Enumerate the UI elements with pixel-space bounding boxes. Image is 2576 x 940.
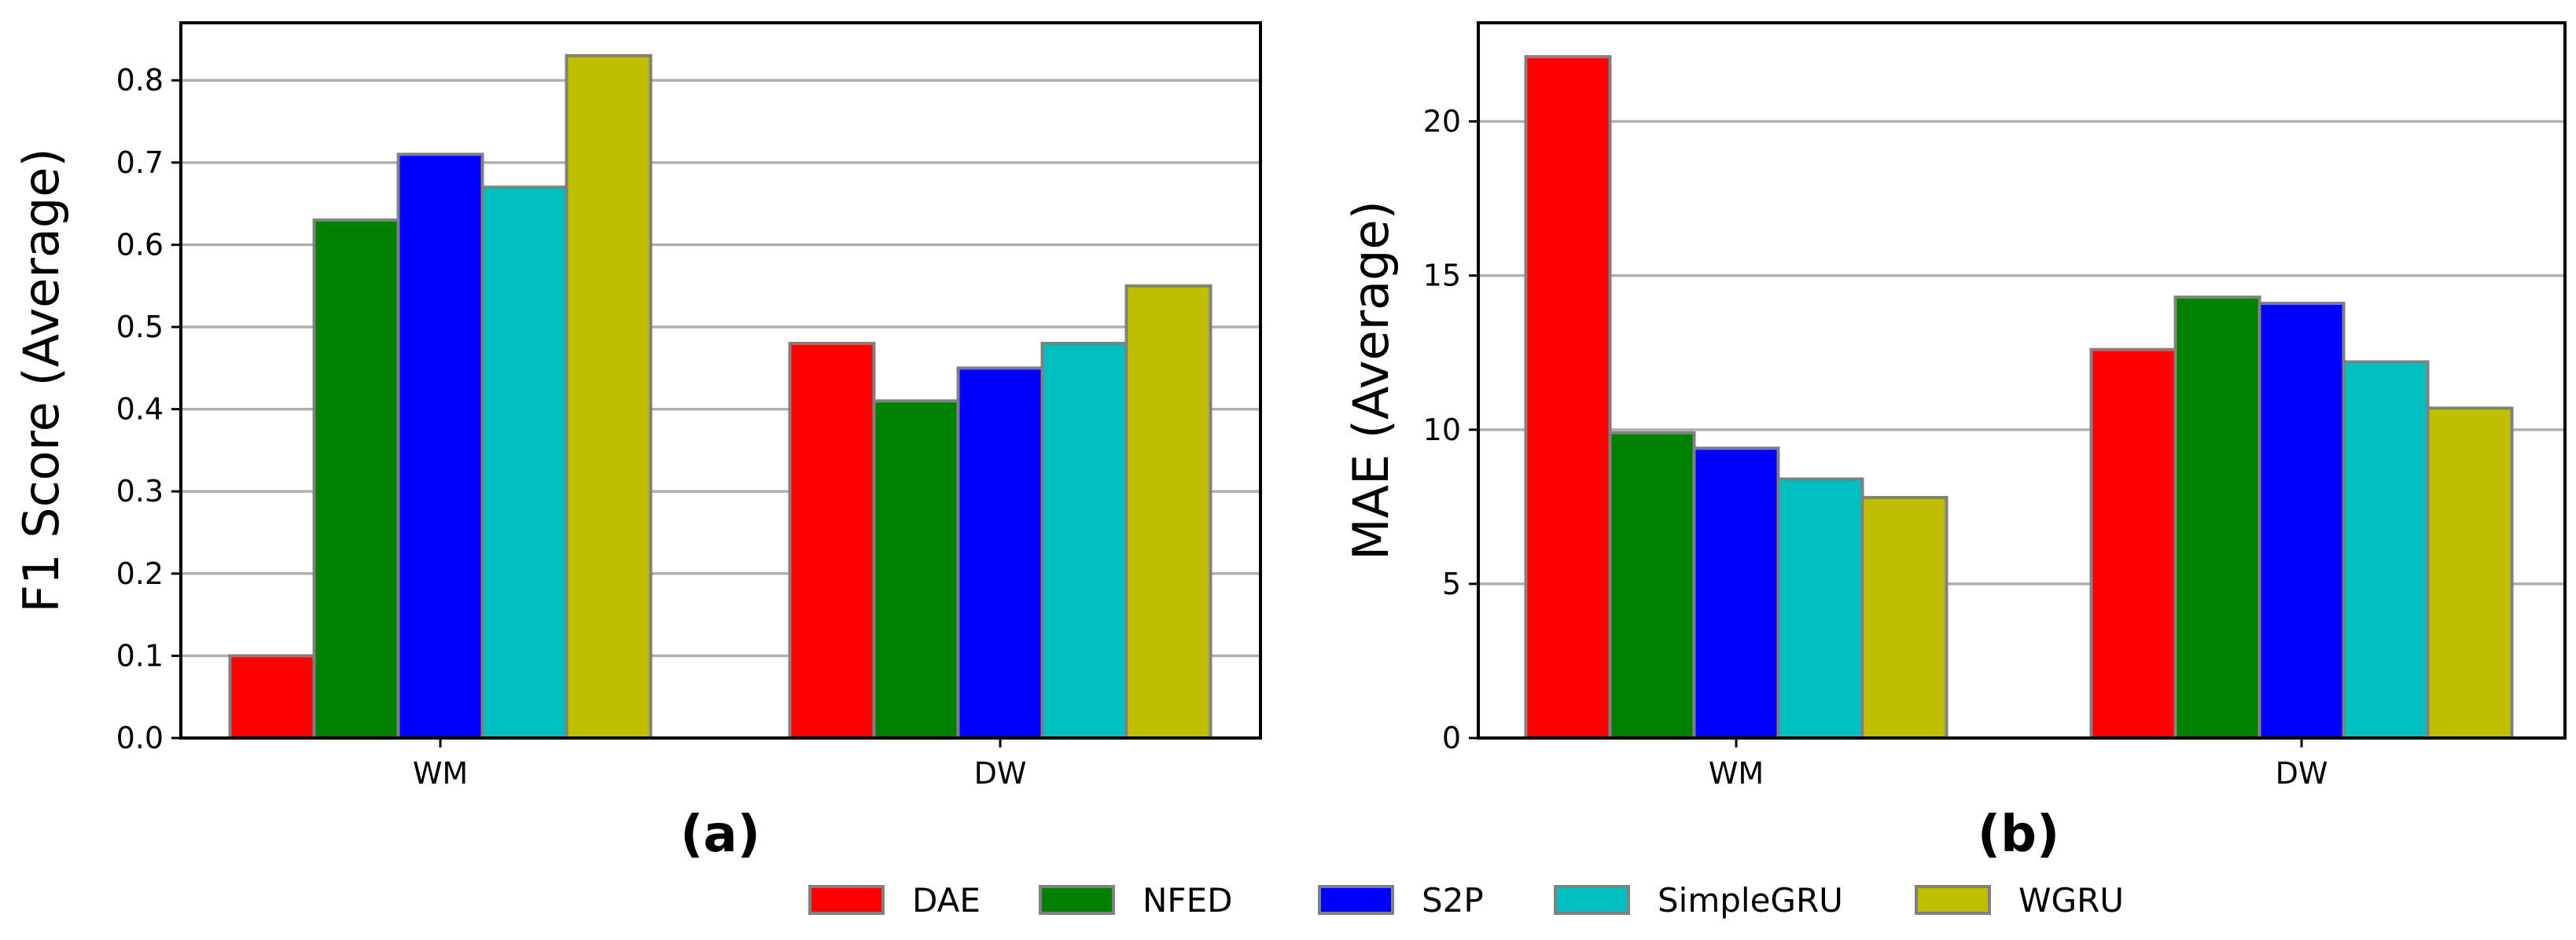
bar-nfed-wm — [312, 218, 400, 740]
y-tick-label: 0.0 — [116, 721, 164, 755]
legend-label-dae: DAE — [912, 881, 981, 920]
axes-frame — [1477, 21, 2567, 740]
bar-s2p-wm — [396, 152, 484, 740]
legend-swatch-nfed — [1039, 885, 1115, 915]
legend-label-s2p: S2P — [1422, 881, 1484, 920]
legend-swatch-dae — [808, 885, 885, 915]
chart-a: 0.0 0.1 0.2 0.3 0.4 0.5 0.6 0.7 0.8 WM DW F1 Score … — [13, 21, 1262, 864]
bar-dae-dw — [788, 341, 876, 740]
bar-dae-dw — [2089, 347, 2177, 740]
y-tick-label: 0.3 — [116, 474, 164, 509]
y-tick-label: 20 — [1423, 105, 1461, 139]
bar-simplegru-wm — [1776, 477, 1864, 740]
axes-frame — [179, 21, 1262, 740]
y-tick-label: 0.5 — [116, 310, 164, 344]
y-tick-label: 5 — [1442, 567, 1461, 601]
y-tick-label: 10 — [1423, 413, 1461, 447]
y-tick-label: 0.8 — [116, 63, 164, 97]
panel-label: (a) — [680, 806, 760, 864]
bar-dae-wm — [1524, 55, 1612, 740]
y-tick-label: 0.4 — [116, 392, 164, 427]
bar-wgru-wm — [1860, 496, 1949, 740]
x-tick-label: DW — [2276, 756, 2328, 791]
legend-label-simplegru: SimpleGRU — [1658, 881, 1843, 920]
bar-simplegru-wm — [480, 185, 569, 740]
x-tick-label: WM — [1709, 756, 1764, 791]
y-tick-label: 0.2 — [116, 556, 164, 591]
y-tick-label: 0 — [1442, 721, 1461, 755]
y-axis-label: F1 Score (Average) — [13, 148, 70, 612]
bar-nfed-wm — [1608, 431, 1696, 740]
bar-wgru-wm — [565, 53, 653, 740]
bar-wgru-dw — [1124, 284, 1213, 740]
x-tick-label: WM — [413, 756, 468, 791]
legend-swatch-simplegru — [1554, 885, 1630, 915]
bar-nfed-dw — [872, 399, 960, 740]
y-tick-label: 0.1 — [116, 638, 164, 673]
y-tick-label: 15 — [1423, 259, 1461, 293]
legend: DAE NFED S2P SimpleGRU WGRU — [808, 881, 2124, 920]
bar-wgru-dw — [2426, 406, 2514, 740]
y-tick-label: 0.7 — [116, 145, 164, 180]
panel-label: (b) — [1978, 806, 2059, 864]
bar-simplegru-dw — [1040, 341, 1128, 740]
y-tick-label: 0.6 — [116, 227, 164, 262]
legend-swatch-s2p — [1318, 885, 1394, 915]
legend-label-wgru: WGRU — [2018, 881, 2124, 920]
bar-nfed-dw — [2173, 296, 2261, 740]
legend-label-nfed: NFED — [1143, 881, 1232, 920]
bar-s2p-dw — [2258, 301, 2346, 740]
chart-b: 0 5 10 15 20 WM DW MAE (Average) (b) — [1342, 21, 2567, 864]
bar-s2p-wm — [1692, 446, 1780, 740]
y-axis-label: MAE (Average) — [1342, 200, 1400, 560]
bar-simplegru-dw — [2342, 360, 2430, 740]
x-tick-label: DW — [974, 756, 1027, 791]
bar-dae-wm — [228, 654, 316, 740]
bar-s2p-dw — [956, 366, 1044, 740]
legend-swatch-wgru — [1915, 885, 1991, 915]
